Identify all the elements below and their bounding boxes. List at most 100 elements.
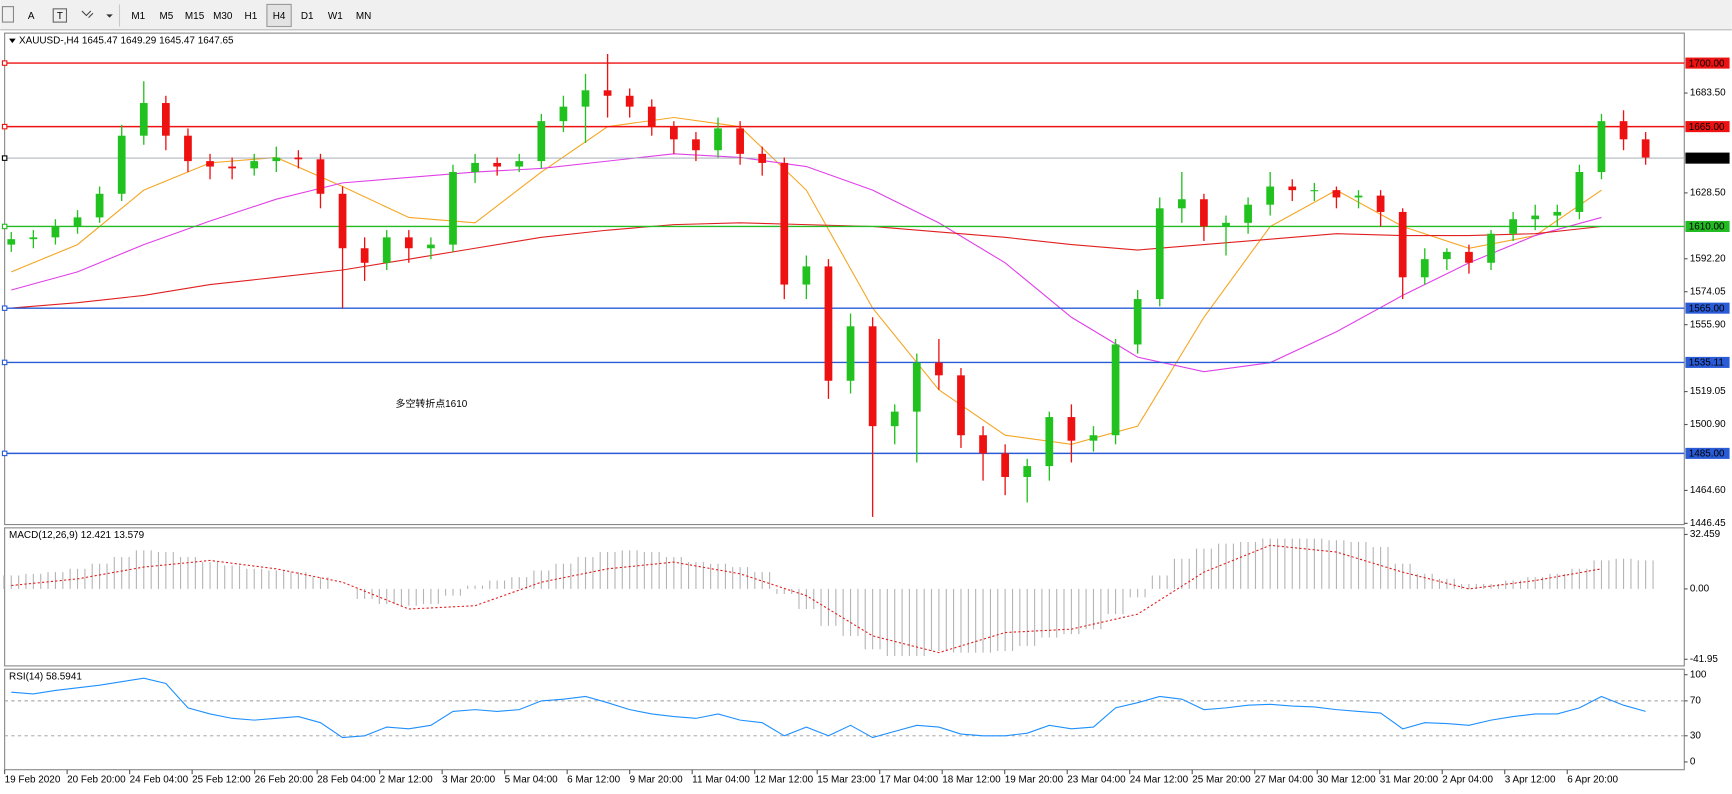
price-level-label: 1565.00 [1689,303,1725,314]
candle-body [890,411,899,427]
candle-body [581,90,590,107]
y-tick-label: 1574.05 [1690,286,1726,297]
tool-button[interactable]: A [28,11,35,22]
candle-body [162,103,170,136]
price-level-label: 1485.00 [1689,449,1725,460]
level-handle[interactable] [1,60,8,66]
candle-body [1200,199,1208,227]
candle-body [493,162,502,167]
candle-body [625,95,634,107]
price-level-box [1685,302,1730,314]
draw-tool-icon[interactable] [81,10,94,19]
timeframe-button[interactable]: M30 [213,11,233,22]
candle-body [1575,172,1584,212]
price-level-label: 1700.00 [1689,58,1725,69]
candle-body [1641,139,1650,158]
y-tick-label: 70 [1690,696,1702,707]
candle-body [515,161,524,167]
x-tick-label: 19 Feb 2020 [5,774,61,785]
price-level-label: 1647.65 [1689,153,1725,164]
y-tick-label: 1683.50 [1690,88,1726,99]
price-level-box [1685,356,1730,368]
candle-body [935,362,943,376]
panel-title: RSI(14) 58.5941 [9,672,82,683]
x-tick-label: 26 Feb 20:00 [255,774,314,785]
x-tick-label: 5 Mar 04:00 [505,774,558,785]
timeframe-button[interactable]: W1 [328,11,343,22]
x-tick-label: 19 Mar 20:00 [1005,774,1064,785]
candle-body [1177,199,1186,209]
y-tick-label: 30 [1690,730,1702,741]
price-level-box [1685,220,1730,232]
panel-collapse-arrow[interactable] [9,38,16,44]
level-handle[interactable] [1,305,8,311]
candle-body [1310,190,1319,192]
price-level-label: 1665.00 [1689,122,1725,133]
x-tick-label: 6 Apr 20:00 [1567,774,1618,785]
candle-body [846,326,855,381]
annotation: 多空转折点1610 [396,397,468,410]
candle-body [1597,121,1606,173]
y-tick-label: 1500.90 [1690,419,1726,430]
x-tick-label: 28 Feb 04:00 [317,774,376,785]
x-tick-label: 31 Mar 20:00 [1380,774,1439,785]
candle-body [1111,344,1120,436]
y-tick-label: 1592.20 [1690,253,1726,264]
candle-body [1288,186,1297,191]
level-handle[interactable] [1,450,8,457]
level-handle[interactable] [1,359,8,366]
level-handle[interactable] [1,123,8,130]
x-tick-label: 25 Mar 20:00 [1192,774,1251,785]
candle-body [780,162,789,285]
y-tick-label: 1628.50 [1690,188,1726,199]
y-tick-label: 1519.05 [1690,386,1726,397]
price-level-box [1685,57,1730,69]
toolbar [0,0,1732,30]
candle-body [559,106,568,122]
y-tick-label: 1464.60 [1690,485,1726,496]
x-tick-label: 6 Mar 12:00 [567,774,620,785]
candle-body [29,237,38,240]
candle-body [404,237,413,249]
timeframe-button[interactable]: MN [356,11,371,22]
x-tick-label: 30 Mar 12:00 [1317,774,1376,785]
candle-body [228,166,236,169]
price-level-box [1685,121,1730,133]
candle-body [1487,233,1495,263]
macd-signal [11,544,1602,654]
timeframe-button[interactable]: H4 [273,11,286,22]
tool-button[interactable]: T [57,11,63,22]
dropdown-arrow[interactable] [106,14,113,18]
price-level-label: 1535.11 [1689,358,1725,369]
main-panel-frame [4,32,1685,526]
y-tick-label: 1446.45 [1690,518,1726,529]
timeframe-button[interactable]: D1 [301,11,314,22]
timeframe-button[interactable]: H1 [245,11,258,22]
x-tick-label: 24 Feb 04:00 [130,774,189,785]
candle-body [647,106,656,127]
candle-body [51,226,60,238]
timeframe-active [266,3,292,28]
timeframe-button[interactable]: M15 [185,11,205,22]
candle-body [957,375,965,436]
candle-body [73,217,82,227]
grip-icon[interactable] [1,6,15,23]
x-tick-label: 9 Mar 20:00 [630,774,683,785]
candle-body [1266,186,1275,205]
level-handle[interactable] [1,155,8,161]
candle-body [1222,222,1230,227]
timeframe-button[interactable]: M1 [131,11,145,22]
x-tick-label: 11 Mar 04:00 [692,774,750,785]
tool-frame [52,8,68,23]
level-handle[interactable] [1,223,8,230]
x-tick-label: 15 Mar 23:00 [817,774,876,785]
timeframe-button[interactable]: M5 [160,11,174,22]
candle-body [7,239,16,245]
candle-body [1155,208,1164,300]
x-tick-label: 20 Feb 20:00 [67,774,126,785]
x-tick-label: 3 Apr 12:00 [1505,774,1556,785]
candle-body [537,121,546,162]
candle-body [1553,211,1562,216]
price-level-label: 1610.00 [1689,222,1725,233]
